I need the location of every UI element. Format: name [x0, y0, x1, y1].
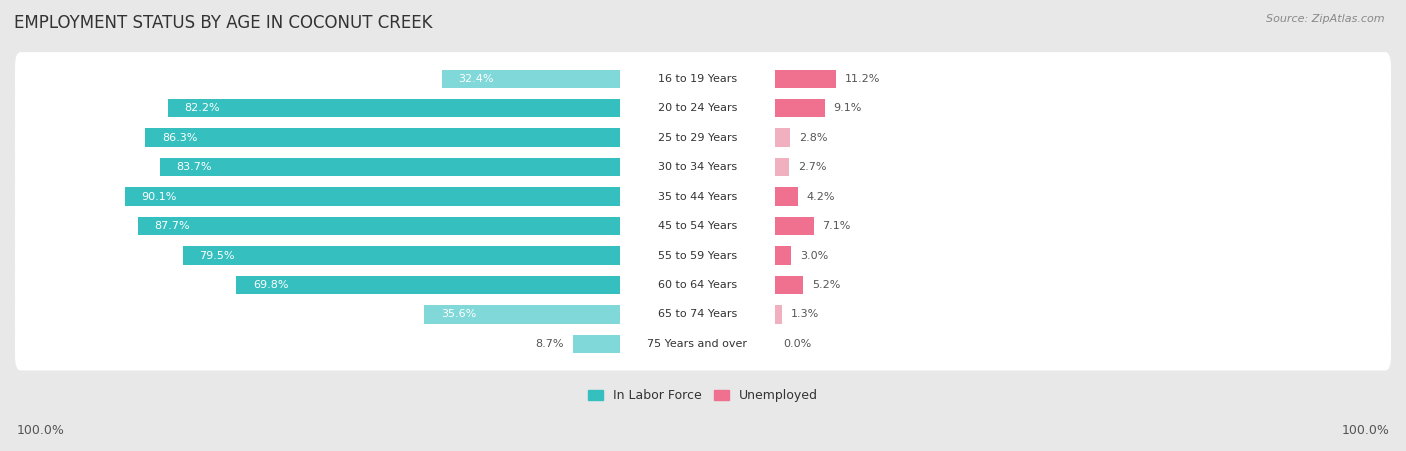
- FancyBboxPatch shape: [15, 111, 1391, 164]
- Text: 65 to 74 Years: 65 to 74 Years: [658, 309, 737, 319]
- FancyBboxPatch shape: [15, 199, 1391, 253]
- Text: EMPLOYMENT STATUS BY AGE IN COCONUT CREEK: EMPLOYMENT STATUS BY AGE IN COCONUT CREE…: [14, 14, 433, 32]
- Bar: [775, 217, 814, 235]
- Bar: [160, 158, 620, 176]
- Bar: [145, 129, 620, 147]
- Text: 35.6%: 35.6%: [441, 309, 477, 319]
- Bar: [125, 188, 620, 206]
- FancyBboxPatch shape: [15, 52, 1391, 105]
- Bar: [138, 217, 620, 235]
- Text: 20 to 24 Years: 20 to 24 Years: [658, 103, 737, 113]
- Bar: [441, 69, 620, 88]
- Text: 7.1%: 7.1%: [823, 221, 851, 231]
- Bar: [236, 276, 620, 294]
- Text: 79.5%: 79.5%: [200, 250, 235, 261]
- Text: 2.7%: 2.7%: [799, 162, 827, 172]
- Text: 32.4%: 32.4%: [458, 74, 494, 84]
- Bar: [572, 335, 620, 353]
- Text: 87.7%: 87.7%: [155, 221, 190, 231]
- Text: 55 to 59 Years: 55 to 59 Years: [658, 250, 737, 261]
- FancyBboxPatch shape: [15, 229, 1391, 282]
- Text: 4.2%: 4.2%: [807, 192, 835, 202]
- Text: 2.8%: 2.8%: [799, 133, 827, 143]
- Text: 90.1%: 90.1%: [141, 192, 176, 202]
- Bar: [775, 69, 837, 88]
- Text: 5.2%: 5.2%: [813, 280, 841, 290]
- Text: 0.0%: 0.0%: [783, 339, 811, 349]
- Bar: [775, 276, 803, 294]
- Text: 100.0%: 100.0%: [1341, 424, 1389, 437]
- Text: 8.7%: 8.7%: [536, 339, 564, 349]
- FancyBboxPatch shape: [15, 318, 1391, 370]
- Bar: [775, 129, 790, 147]
- Text: 3.0%: 3.0%: [800, 250, 828, 261]
- Text: 86.3%: 86.3%: [162, 133, 197, 143]
- Text: 100.0%: 100.0%: [17, 424, 65, 437]
- Text: 16 to 19 Years: 16 to 19 Years: [658, 74, 737, 84]
- Text: 25 to 29 Years: 25 to 29 Years: [658, 133, 737, 143]
- Text: 35 to 44 Years: 35 to 44 Years: [658, 192, 737, 202]
- FancyBboxPatch shape: [15, 288, 1391, 341]
- Text: 83.7%: 83.7%: [176, 162, 212, 172]
- Bar: [775, 99, 825, 117]
- Bar: [183, 246, 620, 265]
- Text: 30 to 34 Years: 30 to 34 Years: [658, 162, 737, 172]
- Bar: [425, 305, 620, 324]
- Bar: [775, 188, 797, 206]
- Text: Source: ZipAtlas.com: Source: ZipAtlas.com: [1267, 14, 1385, 23]
- Text: 75 Years and over: 75 Years and over: [648, 339, 748, 349]
- Text: 45 to 54 Years: 45 to 54 Years: [658, 221, 737, 231]
- Text: 60 to 64 Years: 60 to 64 Years: [658, 280, 737, 290]
- FancyBboxPatch shape: [15, 141, 1391, 193]
- Legend: In Labor Force, Unemployed: In Labor Force, Unemployed: [588, 389, 818, 402]
- FancyBboxPatch shape: [15, 170, 1391, 223]
- Text: 82.2%: 82.2%: [184, 103, 221, 113]
- Bar: [167, 99, 620, 117]
- FancyBboxPatch shape: [15, 82, 1391, 135]
- Text: 69.8%: 69.8%: [253, 280, 288, 290]
- Bar: [775, 246, 792, 265]
- Bar: [775, 158, 789, 176]
- Text: 11.2%: 11.2%: [845, 74, 880, 84]
- Text: 9.1%: 9.1%: [834, 103, 862, 113]
- FancyBboxPatch shape: [15, 258, 1391, 312]
- Bar: [775, 305, 782, 324]
- Text: 1.3%: 1.3%: [790, 309, 818, 319]
